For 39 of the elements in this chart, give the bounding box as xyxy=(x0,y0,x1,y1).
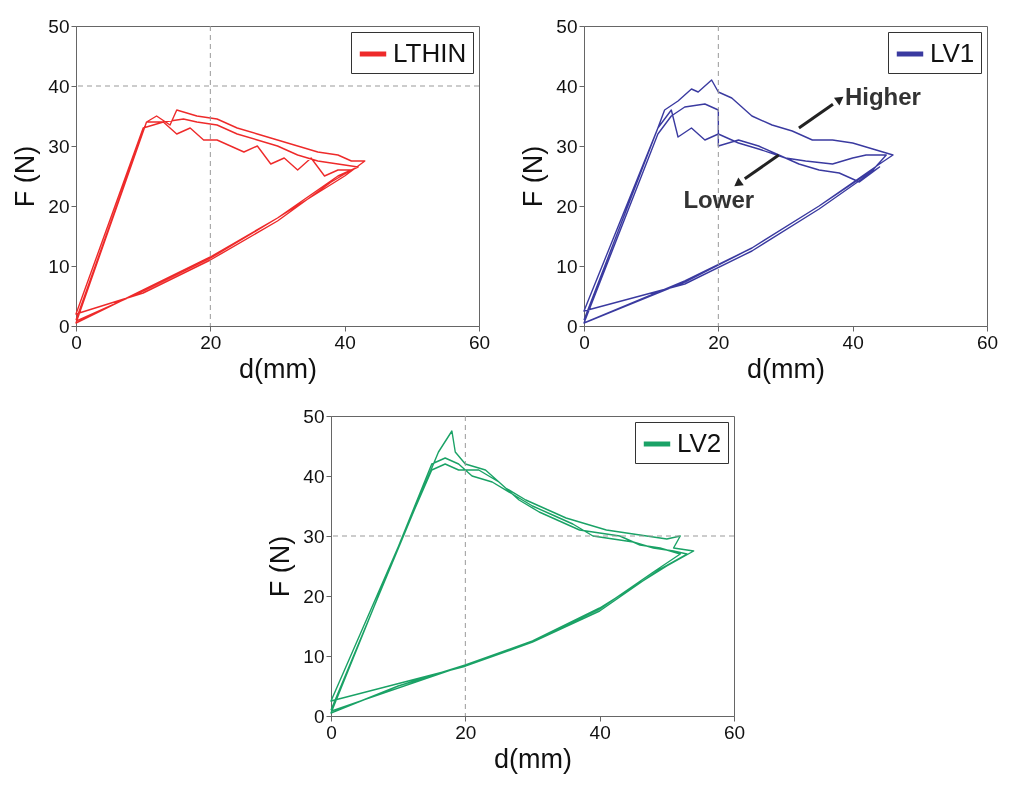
y-tick-label: 0 xyxy=(58,315,70,337)
y-tick-label: 10 xyxy=(556,255,578,277)
y-tick-label: 30 xyxy=(556,135,578,157)
x-axis-title: d(mm) xyxy=(239,353,317,384)
x-tick-label: 40 xyxy=(842,331,864,353)
annotation: Lower xyxy=(683,186,755,213)
y-tick-label: 10 xyxy=(48,255,70,277)
legend-label: LV1 xyxy=(930,38,975,68)
line-series xyxy=(75,109,366,324)
x-axis-title: d(mm) xyxy=(494,743,572,774)
x-axis-title: d(mm) xyxy=(747,353,825,384)
y-tick-label: 40 xyxy=(556,75,578,97)
y-tick-label: 40 xyxy=(48,75,70,97)
x-tick-label: 20 xyxy=(708,331,730,353)
y-tick-label: 20 xyxy=(556,195,578,217)
x-tick-label: 60 xyxy=(723,721,746,743)
legend-label: LTHIN xyxy=(393,38,467,68)
y-tick-label: 40 xyxy=(303,465,325,487)
y-tick-label: 30 xyxy=(303,525,325,547)
y-tick-label: 50 xyxy=(48,15,70,37)
x-tick-label: 20 xyxy=(200,331,222,353)
x-tick-label: 40 xyxy=(589,721,611,743)
y-tick-label: 30 xyxy=(48,135,70,157)
y-tick-label: 20 xyxy=(303,585,325,607)
y-axis-title: F (N) xyxy=(10,145,41,208)
x-tick-label: 60 xyxy=(976,331,999,353)
annotation: Higher xyxy=(844,83,921,110)
x-tick-label: 60 xyxy=(468,331,491,353)
y-tick-label: 10 xyxy=(303,645,325,667)
y-tick-label: 0 xyxy=(566,315,578,337)
x-tick-label: 20 xyxy=(455,721,477,743)
y-tick-label: 50 xyxy=(303,405,325,427)
y-tick-label: 20 xyxy=(48,195,70,217)
legend-label: LV2 xyxy=(677,428,722,458)
y-tick-label: 50 xyxy=(556,15,578,37)
y-axis-title: F (N) xyxy=(265,535,296,598)
y-axis-title: F (N) xyxy=(518,145,549,208)
y-tick-label: 0 xyxy=(313,705,325,727)
x-tick-label: 40 xyxy=(334,331,356,353)
